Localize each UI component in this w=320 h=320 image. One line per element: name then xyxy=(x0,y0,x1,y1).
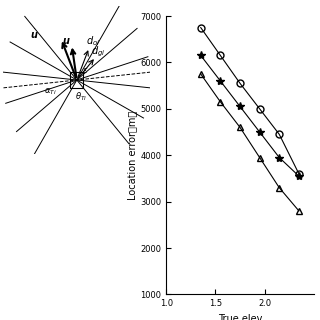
Text: $\dot{\boldsymbol{u}}$: $\dot{\boldsymbol{u}}$ xyxy=(30,28,38,41)
Text: $\boldsymbol{u}$: $\boldsymbol{u}$ xyxy=(62,36,70,46)
Text: $\varepsilon$: $\varepsilon$ xyxy=(82,66,88,75)
Text: $\theta_{Ti}$: $\theta_{Ti}$ xyxy=(75,90,87,103)
X-axis label: True elev: True elev xyxy=(218,314,262,320)
Bar xyxy=(70,72,84,88)
Text: $d_{gi}$: $d_{gi}$ xyxy=(91,45,105,60)
Y-axis label: Location error（m）: Location error（m） xyxy=(128,111,138,200)
Text: $d_{oi}$: $d_{oi}$ xyxy=(86,34,100,48)
Text: $\alpha_{Ti}$: $\alpha_{Ti}$ xyxy=(44,86,56,97)
